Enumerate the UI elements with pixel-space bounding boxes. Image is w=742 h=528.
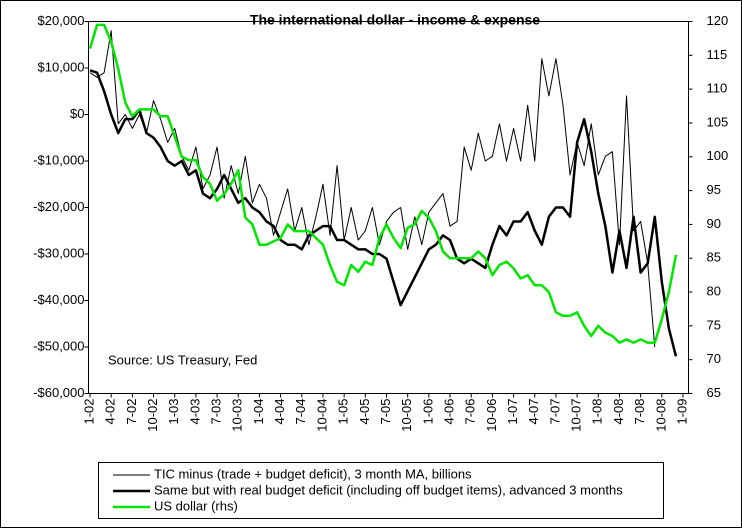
x-tick-label: 4-05 [357,399,372,425]
y-tick-label: -$20,000 [33,199,84,214]
x-tick-label: 7-06 [463,399,478,425]
y2-tick-label: 85 [707,250,721,265]
x-tick-label: 10-05 [399,399,414,432]
x-tick-label: 7-05 [378,399,393,425]
x-tick-label: 4-03 [187,399,202,425]
y2-tick-label: 110 [707,81,728,96]
x-tick-label: 1-09 [674,399,689,425]
x-tick-label: 1-04 [251,399,266,425]
x-tick-label: 10-02 [145,399,160,432]
x-tick-label: 4-06 [441,399,456,425]
y2-tick-label: 70 [707,351,721,366]
series-line [89,69,678,357]
x-tick-label: 1-03 [166,399,181,425]
y2-tick-label: 90 [707,216,721,231]
y-tick-label: -$30,000 [33,245,84,260]
legend-box [98,462,664,519]
y2-tick-label: 100 [707,148,729,163]
chart-title: The international dollar - income & expe… [250,12,540,28]
y-tick-label: -$60,000 [33,385,84,400]
y-tick-label: -$50,000 [33,338,84,353]
y2-tick-label: 65 [707,385,721,400]
x-tick-label: 10-08 [653,399,668,432]
y-tick-label: $20,000 [38,13,85,28]
y2-tick-label: 75 [707,317,721,332]
y2-tick-label: 105 [707,114,729,129]
y-tick-label: $0 [70,106,84,121]
y2-tick-label: 80 [707,283,721,298]
x-tick-label: 10-07 [569,399,584,432]
x-tick-label: 7-03 [209,399,224,425]
x-tick-label: 7-07 [547,399,562,425]
x-tick-label: 1-02 [81,399,96,425]
x-tick-label: 7-04 [293,399,308,425]
x-tick-label: 4-07 [526,399,541,425]
x-tick-label: 7-08 [632,399,647,425]
x-tick-label: 1-08 [590,399,605,425]
legend-label: US dollar (rhs) [154,498,238,513]
x-tick-label: 1-06 [420,399,435,425]
x-tick-label: 4-04 [272,399,287,425]
y2-tick-label: 115 [707,47,728,62]
series-line [89,30,656,348]
x-tick-label: 4-02 [103,399,118,425]
x-tick-label: 1-05 [336,399,351,425]
x-tick-label: 4-08 [611,399,626,425]
y-tick-label: $10,000 [38,59,85,74]
y-tick-label: -$10,000 [33,152,84,167]
y2-tick-label: 95 [707,182,721,197]
y-tick-label: -$40,000 [33,292,84,307]
legend-label: TIC minus (trade + budget deficit), 3 mo… [154,466,472,481]
x-tick-label: 10-06 [484,399,499,432]
annotation: Source: US Treasury, Fed [108,352,257,367]
legend-label: Same but with real budget deficit (inclu… [154,482,623,497]
x-tick-label: 7-02 [124,399,139,425]
x-tick-label: 10-04 [314,399,329,432]
x-tick-label: 1-07 [505,399,520,425]
y2-tick-label: 120 [707,13,729,28]
series-line [88,23,678,345]
x-tick-label: 10-03 [230,399,245,432]
